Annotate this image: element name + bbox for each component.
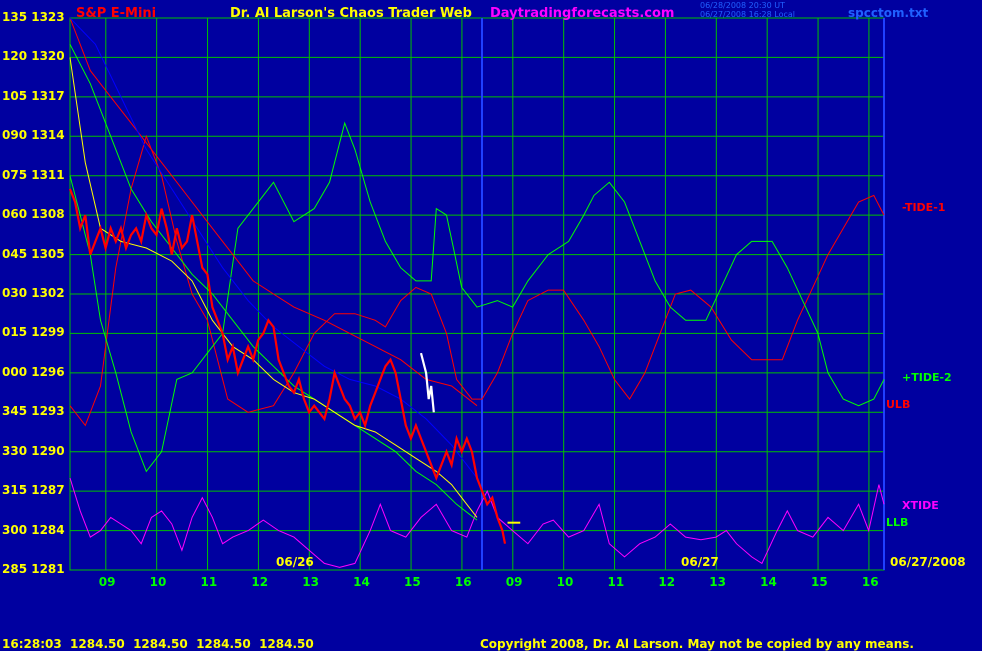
series-line [69,477,885,568]
y-tick-label: 060 1308 [2,207,65,222]
y-tick-label: 030 1302 [2,286,65,300]
date-label-0626: 06/26 [276,555,314,569]
x-tick-label: 10 [556,575,574,589]
x-tick-label: 14 [760,575,777,589]
x-tick-label: 16 [861,575,879,589]
timestamp-utc: 06/28/2008 20:30 UT [700,1,785,10]
x-tick-label: 14 [353,575,370,589]
series-line [69,57,478,518]
series-label: XTIDE [902,499,939,512]
series-line [69,17,478,407]
last-quote: 16:28:03 1284.50 1284.50 1284.50 1284.50 [2,637,314,651]
series-line [68,188,507,544]
y-tick-label: 120 1320 [2,49,65,64]
series-line [419,352,435,413]
series-label: -TIDE-1 [902,201,946,214]
x-tick-label: 11 [200,575,218,589]
x-tick-label: 12 [658,575,676,589]
y-tick-label: 300 1284 [2,522,65,537]
x-tick-label: 10 [149,575,167,589]
series-line [69,121,885,473]
series-line [69,134,885,427]
y-tick-label: 045 1305 [2,246,65,261]
x-tick-label: 13 [709,575,726,589]
y-tick-label: 090 1314 [2,128,65,143]
y-tick-label: 315 1287 [2,483,65,498]
x-tick-label: 09 [505,575,523,589]
series-label: +TIDE-2 [902,371,952,384]
x-tick-label: 11 [607,575,625,589]
symbol-title: S&P E-Mini [76,6,157,21]
y-tick-label: 105 1317 [2,88,65,103]
date-label-0627: 06/27 [681,555,719,569]
series-line [69,44,478,521]
y-tick-label: 345 1293 [2,404,65,419]
site-url: Daytradingforecasts.com [490,6,675,21]
y-tick-label: 135 1323 [2,10,65,24]
y-tick-label: 285 1281 [2,562,65,576]
x-tick-label: 13 [302,575,319,589]
x-tick-label: 16 [454,575,472,589]
y-tick-label: 000 1296 [2,364,65,379]
series-label: ULB [886,398,911,411]
y-tick-label: 015 1299 [2,325,65,340]
timestamp-local: 06/27/2008 16:28 Local [700,10,795,19]
site-title: Dr. Al Larson's Chaos Trader Web [230,6,472,21]
y-tick-label: 075 1311 [2,167,65,182]
data-file-name: spcctom.txt [848,6,929,20]
copyright-notice: Copyright 2008, Dr. Al Larson. May not b… [480,637,914,651]
x-tick-label: 15 [811,575,828,589]
series-line [69,17,478,479]
x-tick-label: 12 [251,575,269,589]
x-tick-label: 09 [98,575,116,589]
x-tick-label: 15 [404,575,421,589]
date-label-full: 06/27/2008 [890,555,966,569]
y-tick-label: 330 1290 [2,443,65,458]
series-label: LLB [886,516,909,529]
